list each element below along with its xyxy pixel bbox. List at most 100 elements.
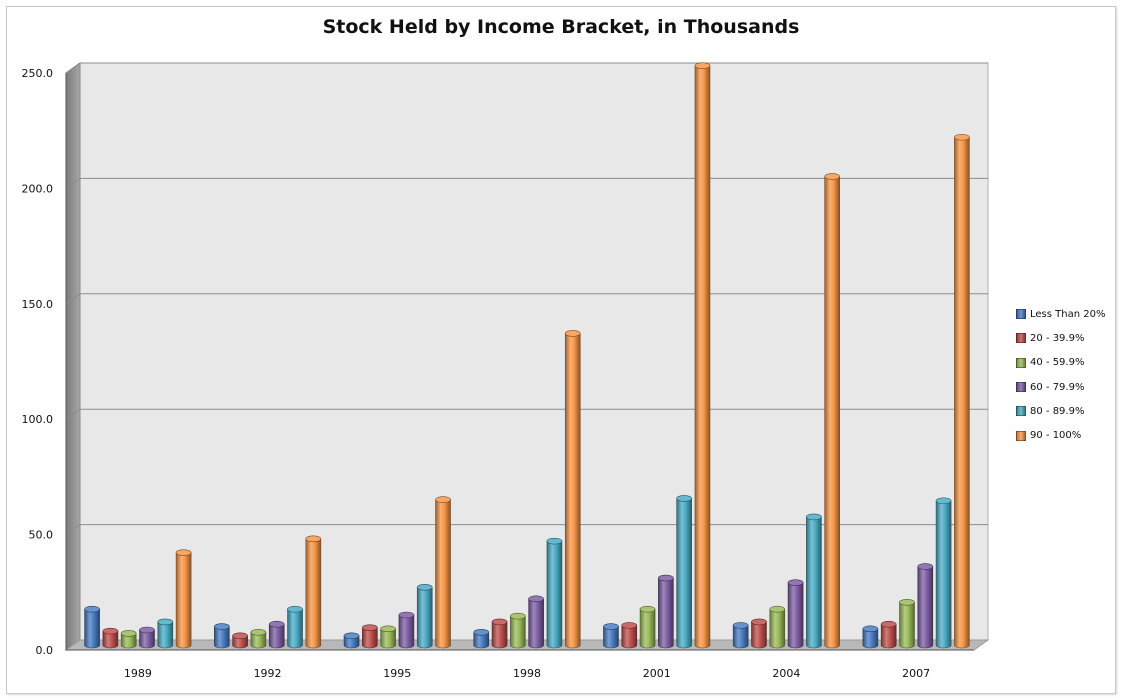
bar-top	[232, 632, 248, 640]
gridline-side	[65, 408, 81, 420]
y-tick-label: 150.0	[22, 298, 54, 311]
y-tick-label: 200.0	[22, 182, 54, 195]
bar-top	[694, 62, 711, 69]
bar	[676, 498, 692, 649]
bar-top	[343, 632, 360, 640]
bar-top	[732, 622, 749, 629]
bar	[214, 626, 230, 649]
legend-item: 60 - 79.9%	[1016, 375, 1116, 399]
bar	[175, 552, 192, 649]
bar	[232, 635, 248, 649]
bar	[435, 499, 451, 649]
x-tick-label: 1992	[254, 667, 282, 680]
legend-label: 60 - 79.9%	[1030, 381, 1085, 393]
legend-swatch	[1016, 333, 1026, 344]
x-tick-label: 2001	[643, 667, 671, 680]
bar-top	[862, 625, 879, 633]
bar-top	[435, 496, 451, 503]
chart-title: Stock Held by Income Bracket, in Thousan…	[322, 16, 800, 38]
bar-top	[510, 612, 526, 620]
bar	[305, 538, 322, 649]
bar-top	[250, 629, 267, 636]
gridline-side	[65, 177, 81, 189]
bar-top	[954, 133, 970, 141]
bar	[287, 608, 303, 649]
legend-item: 90 - 100%	[1016, 423, 1116, 447]
bar	[824, 176, 840, 649]
bar	[787, 582, 804, 649]
x-tick-label: 1995	[383, 667, 411, 680]
bar-top	[362, 624, 378, 631]
bar-top	[528, 595, 544, 603]
bar-top	[658, 574, 674, 582]
legend-swatch	[1016, 357, 1026, 368]
bar-top	[305, 535, 322, 543]
bar	[639, 608, 656, 649]
bar	[84, 608, 100, 649]
gridline-side	[65, 293, 81, 305]
bar	[343, 635, 360, 649]
legend-label: 80 - 89.9%	[1030, 405, 1085, 417]
bar	[362, 627, 378, 649]
bar-top	[603, 623, 619, 630]
y-tick-label: 250.0	[22, 67, 54, 80]
bar-top	[917, 563, 934, 570]
bar-top	[139, 626, 155, 634]
bar	[398, 614, 415, 649]
bar	[899, 602, 915, 649]
bar	[473, 632, 490, 649]
legend-label: 40 - 59.9%	[1030, 357, 1085, 369]
chart-floor	[64, 639, 990, 651]
bar-top	[398, 611, 415, 619]
gridline-side	[65, 62, 81, 74]
bar-top	[287, 605, 303, 613]
bar	[954, 136, 970, 649]
bar	[880, 623, 897, 649]
bar	[732, 625, 749, 649]
legend-item: 40 - 59.9%	[1016, 351, 1116, 375]
bar-top	[787, 579, 804, 586]
chart-back-wall	[79, 62, 989, 641]
bar-top	[214, 623, 230, 630]
bar	[250, 632, 267, 649]
legend-label: 90 - 100%	[1030, 430, 1082, 442]
bar-top	[935, 497, 952, 505]
bar-top	[84, 605, 100, 613]
legend-label: 20 - 39.9%	[1030, 332, 1085, 344]
gridline-side	[65, 524, 81, 536]
bar	[546, 540, 563, 649]
y-tick-label: 0.0	[36, 644, 54, 657]
bar	[658, 577, 674, 649]
legend-swatch	[1016, 406, 1026, 417]
bar-top	[824, 173, 840, 180]
bar-top	[380, 625, 396, 633]
bar	[806, 516, 822, 649]
bar-top	[268, 620, 285, 628]
x-tick-label: 2007	[902, 667, 930, 680]
legend-item: 80 - 89.9%	[1016, 399, 1116, 423]
bar-top	[473, 629, 490, 636]
bar-top	[639, 605, 656, 613]
bar	[528, 598, 544, 649]
bar-top	[564, 330, 581, 337]
bar-top	[621, 622, 638, 629]
bar-top	[880, 620, 897, 628]
chart-legend: Less Than 20% 20 - 39.9% 40 - 59.9% 60 - 79…	[1016, 302, 1116, 448]
bar	[935, 500, 952, 649]
bar	[510, 615, 526, 649]
bar	[862, 628, 879, 649]
bar-top	[676, 495, 692, 502]
bar	[917, 566, 934, 649]
legend-swatch	[1016, 430, 1026, 441]
legend-item: Less Than 20%	[1016, 302, 1116, 326]
bar	[694, 65, 711, 649]
bar-top	[546, 537, 563, 545]
bar-top	[491, 618, 508, 626]
bar	[120, 633, 137, 649]
legend-item: 20 - 39.9%	[1016, 326, 1116, 350]
bar	[268, 623, 285, 649]
bar	[157, 621, 174, 649]
bar-top	[120, 630, 137, 637]
legend-swatch	[1016, 382, 1026, 393]
